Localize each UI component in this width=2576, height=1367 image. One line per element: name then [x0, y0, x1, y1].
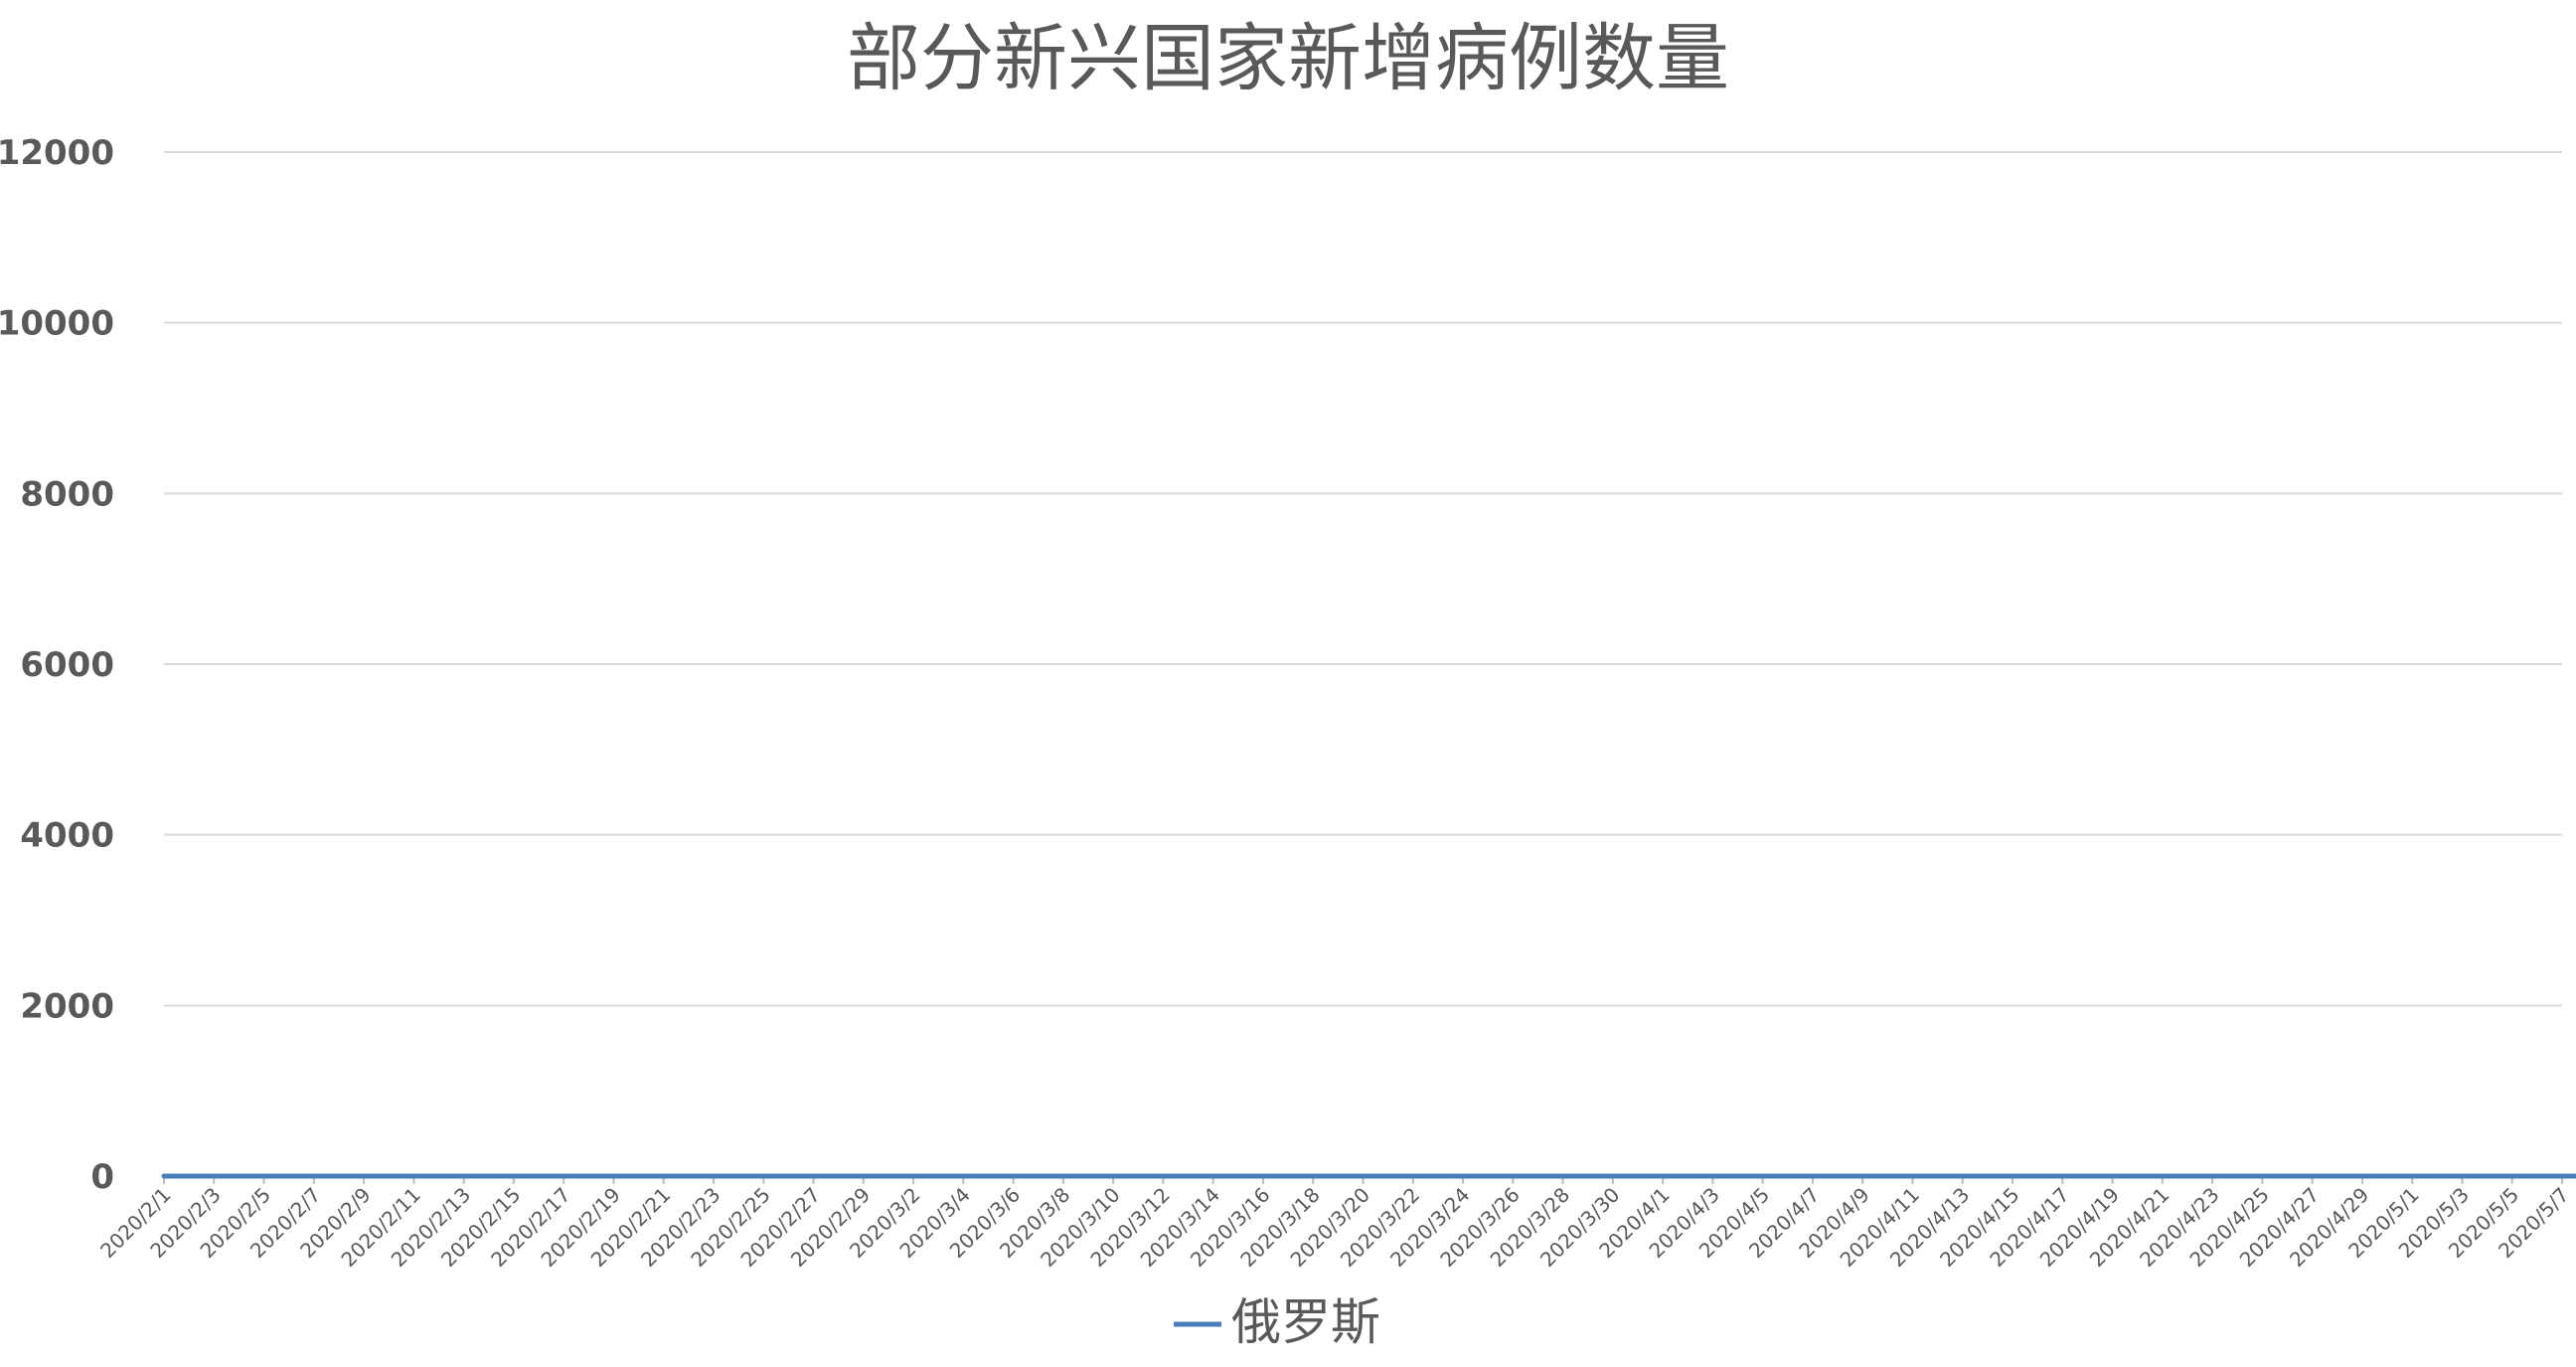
y-tick-label: 10000 [0, 304, 114, 344]
y-tick-label: 0 [90, 1157, 114, 1197]
y-tick-label: 4000 [20, 816, 114, 856]
legend-label-0: 俄罗斯 [1231, 1293, 1380, 1351]
gridlines [164, 151, 2562, 1177]
y-tick-label: 12000 [0, 133, 114, 173]
y-tick-label: 8000 [20, 474, 114, 514]
y-tick-label: 2000 [20, 986, 114, 1026]
y-axis-tick-labels: 0 2000 4000 6000 8000 10000 12000 [0, 133, 114, 1197]
chart-title: 部分新兴国家新增病例数量 [847, 16, 1729, 101]
x-axis-tick-labels: 2020/2/12020/2/32020/2/52020/2/72020/2/9… [95, 1176, 2574, 1272]
y-tick-label: 6000 [20, 645, 114, 685]
legend: 俄罗斯 [1174, 1293, 1380, 1351]
